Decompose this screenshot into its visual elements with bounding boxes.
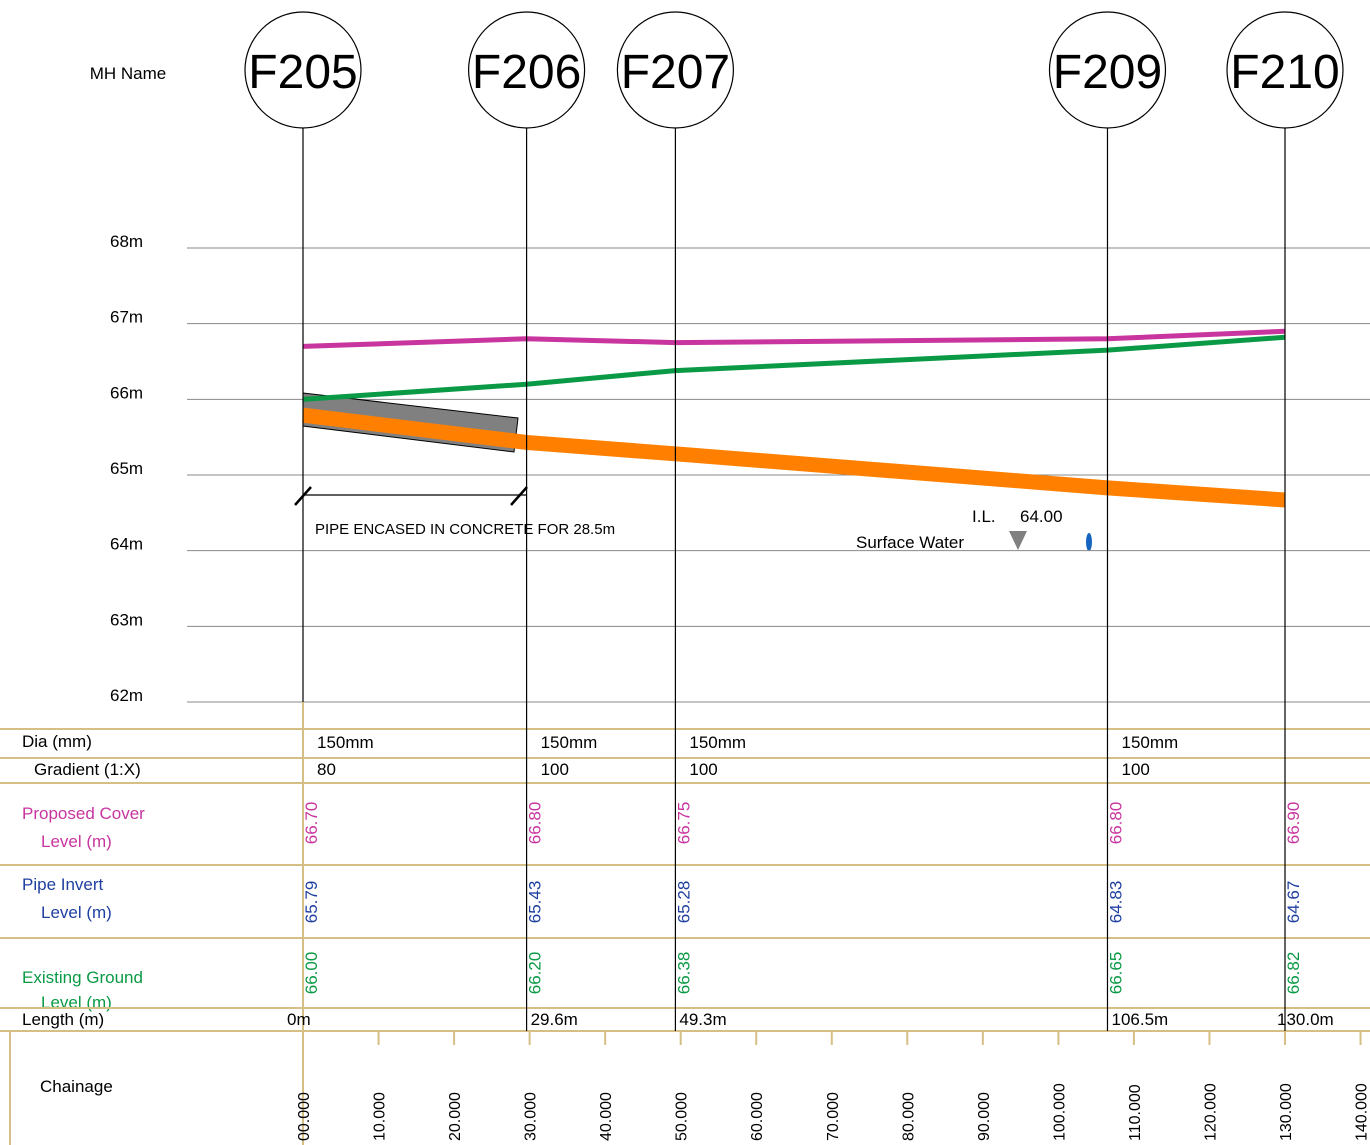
invert-value: 64.67 — [1284, 881, 1303, 924]
label: Proposed Cover — [22, 804, 145, 823]
cover-value: 66.80 — [1106, 802, 1125, 845]
pipe-dia: 150mm — [1121, 733, 1178, 752]
length-label: 0m — [287, 1010, 311, 1029]
chainage-label: 50.000 — [674, 1092, 691, 1141]
manhole — [616, 11, 735, 129]
label: Level (m) — [41, 903, 112, 922]
cover-value: 66.75 — [674, 802, 693, 845]
annotation: I.L. — [972, 507, 996, 526]
cover-value: 66.70 — [302, 802, 321, 845]
invert-value: 65.43 — [526, 881, 545, 924]
length-label: 106.5m — [1111, 1010, 1168, 1029]
annotation: PIPE ENCASED IN CONCRETE FOR 28.5m — [315, 521, 615, 538]
pipe-gradient: 80 — [317, 760, 336, 779]
invert-value: 65.28 — [674, 881, 693, 924]
cover-line — [302, 328, 1286, 349]
level-label: 66m — [110, 383, 143, 402]
level-label: 65m — [110, 459, 143, 478]
chainage-label: 40.000 — [598, 1092, 615, 1141]
cover-value: 66.80 — [526, 802, 545, 845]
label: Dia (mm) — [22, 732, 92, 751]
chainage-label: 90.000 — [976, 1092, 993, 1141]
level-label: 67m — [110, 308, 143, 327]
cover-value: 66.90 — [1284, 802, 1303, 845]
label: Pipe Invert — [22, 875, 104, 894]
chainage-label: 140.000 — [1354, 1083, 1370, 1141]
pipe-dia: 150mm — [689, 733, 746, 752]
pipe-gradient: 100 — [689, 760, 717, 779]
chainage-label: 110.000 — [1127, 1084, 1144, 1141]
chainage-label: 130.000 — [1278, 1083, 1295, 1141]
label: Chainage — [40, 1077, 113, 1096]
level-label: 62m — [110, 686, 143, 705]
annotation: Surface Water — [856, 533, 964, 552]
level-label: 63m — [110, 610, 143, 629]
annotation: 64.00 — [1020, 507, 1063, 526]
chainage-label: 10.000 — [372, 1092, 389, 1141]
manhole-name: F205 — [248, 46, 357, 99]
invert-value: 64.83 — [1106, 881, 1125, 924]
manhole — [1226, 11, 1344, 129]
length-label: 130.0m — [1277, 1010, 1334, 1029]
chainage-label: 60.000 — [749, 1092, 766, 1141]
ground-value: 66.65 — [1106, 952, 1125, 995]
pipe-invert-line — [302, 407, 1286, 508]
outfall-symbol — [1086, 533, 1092, 551]
length-label: 49.3m — [679, 1010, 726, 1029]
label: Level (m) — [41, 832, 112, 851]
manhole — [244, 11, 362, 129]
chainage-label: 70.000 — [825, 1092, 842, 1141]
ground-value: 66.20 — [526, 952, 545, 995]
label: Length (m) — [22, 1010, 104, 1029]
chainage-label: 80.000 — [900, 1092, 917, 1141]
label: Gradient (1:X) — [34, 760, 141, 779]
chainage-label: 00.000 — [296, 1092, 313, 1141]
manhole-name: F207 — [621, 46, 730, 99]
pipe-gradient: 100 — [1121, 760, 1149, 779]
pipe-gradient: 100 — [541, 760, 569, 779]
manhole-name: F206 — [472, 46, 581, 99]
ground-value: 66.00 — [302, 952, 321, 995]
chainage-label: 20.000 — [447, 1092, 464, 1141]
label: MH Name — [90, 64, 167, 83]
ground-value: 66.82 — [1284, 952, 1303, 995]
chainage-label: 120.000 — [1202, 1083, 1219, 1141]
label: Existing Ground — [22, 968, 143, 987]
manhole — [1048, 11, 1167, 129]
ground-line — [302, 334, 1286, 402]
manhole-name: F210 — [1230, 46, 1339, 99]
dimension-tick — [510, 486, 528, 506]
ground-value: 66.38 — [674, 952, 693, 995]
manhole-name: F209 — [1053, 46, 1162, 99]
pipe-dia: 150mm — [317, 733, 374, 752]
chainage-label: 30.000 — [523, 1092, 540, 1141]
outfall-marker — [1009, 531, 1027, 550]
level-label: 68m — [110, 232, 143, 251]
level-label: 64m — [110, 535, 143, 554]
invert-value: 65.79 — [302, 881, 321, 924]
pipe-dia: 150mm — [541, 733, 598, 752]
manhole — [467, 11, 586, 129]
chainage-label: 100.000 — [1051, 1083, 1068, 1141]
length-label: 29.6m — [531, 1010, 578, 1029]
